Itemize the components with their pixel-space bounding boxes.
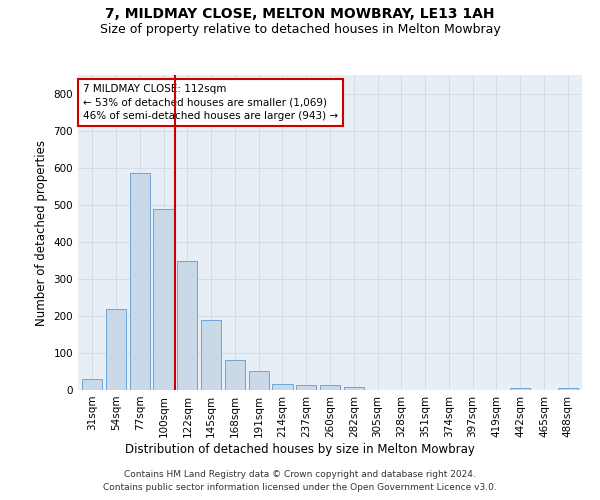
Bar — [272, 384, 293, 390]
Bar — [130, 173, 150, 390]
Bar — [106, 309, 126, 390]
Text: Contains public sector information licensed under the Open Government Licence v3: Contains public sector information licen… — [103, 482, 497, 492]
Text: 7, MILDMAY CLOSE, MELTON MOWBRAY, LE13 1AH: 7, MILDMAY CLOSE, MELTON MOWBRAY, LE13 1… — [105, 8, 495, 22]
Bar — [154, 209, 173, 390]
Text: Distribution of detached houses by size in Melton Mowbray: Distribution of detached houses by size … — [125, 442, 475, 456]
Bar — [510, 388, 530, 390]
Bar — [557, 388, 578, 390]
Y-axis label: Number of detached properties: Number of detached properties — [35, 140, 48, 326]
Bar — [320, 385, 340, 390]
Bar — [177, 261, 197, 390]
Text: Size of property relative to detached houses in Melton Mowbray: Size of property relative to detached ho… — [100, 22, 500, 36]
Text: Contains HM Land Registry data © Crown copyright and database right 2024.: Contains HM Land Registry data © Crown c… — [124, 470, 476, 479]
Text: 7 MILDMAY CLOSE: 112sqm
← 53% of detached houses are smaller (1,069)
46% of semi: 7 MILDMAY CLOSE: 112sqm ← 53% of detache… — [83, 84, 338, 121]
Bar — [225, 360, 245, 390]
Bar — [248, 370, 269, 390]
Bar — [82, 379, 103, 390]
Bar — [344, 388, 364, 390]
Bar — [296, 385, 316, 390]
Bar — [201, 320, 221, 390]
